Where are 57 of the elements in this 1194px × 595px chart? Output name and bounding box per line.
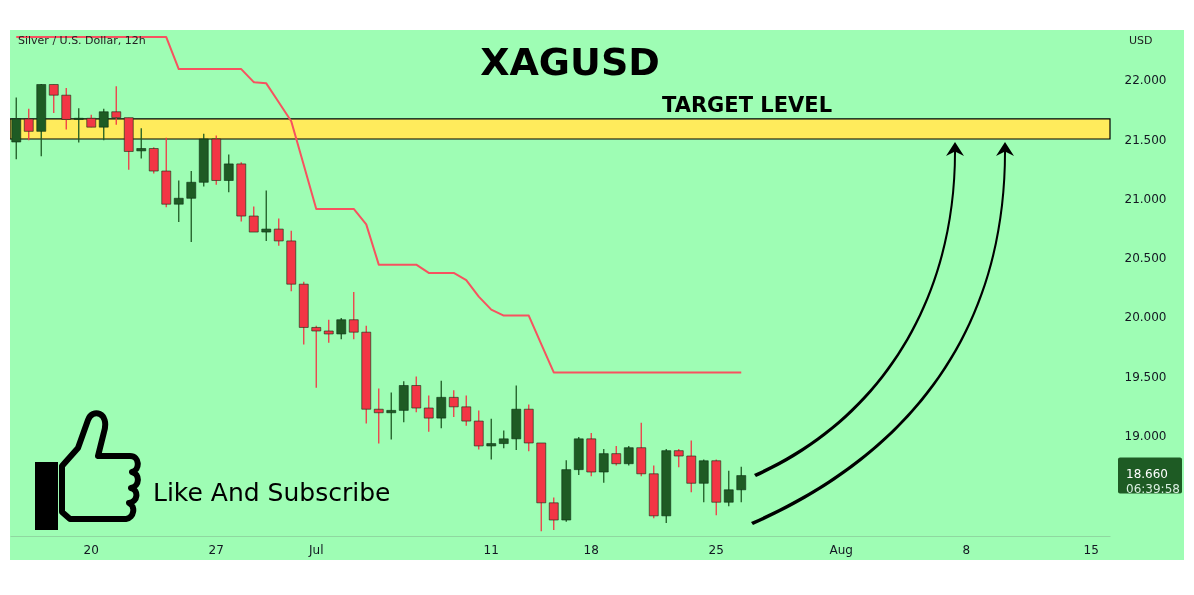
text: 18.660 bbox=[1126, 466, 1168, 481]
y-tick-label: 21.500 bbox=[1124, 132, 1167, 147]
candlestick bbox=[623, 445, 634, 467]
candlestick bbox=[698, 458, 709, 503]
x-tick-label: Jul bbox=[308, 542, 324, 557]
candlestick bbox=[486, 418, 497, 461]
x-tick-label: 18 bbox=[583, 542, 599, 557]
candlestick bbox=[598, 448, 609, 484]
candlestick bbox=[736, 466, 747, 503]
y-tick-label: 20.000 bbox=[1124, 310, 1167, 325]
candlestick bbox=[223, 153, 234, 193]
candlestick bbox=[273, 217, 284, 247]
candlestick bbox=[111, 85, 122, 126]
candlestick bbox=[423, 394, 434, 433]
y-tick-label: 19.500 bbox=[1124, 369, 1167, 384]
candlestick bbox=[136, 127, 147, 160]
x-tick-label: 25 bbox=[708, 542, 724, 557]
x-tick-label: 15 bbox=[1083, 542, 1099, 557]
y-tick-label: 21.000 bbox=[1124, 191, 1167, 206]
candlestick bbox=[186, 170, 197, 243]
candlestick bbox=[98, 108, 109, 141]
text: 06:39:58 bbox=[1126, 481, 1180, 496]
candlestick bbox=[148, 146, 159, 175]
x-tick-label: Aug bbox=[829, 542, 853, 557]
annotation: Like And Subscribe bbox=[153, 478, 391, 507]
candlestick bbox=[548, 496, 559, 531]
candlestick bbox=[436, 380, 447, 429]
candlestick bbox=[611, 445, 622, 467]
candlestick bbox=[311, 325, 322, 389]
y-axis-title: USD bbox=[1129, 34, 1153, 47]
candlestick bbox=[461, 394, 472, 427]
y-tick-label: 19.000 bbox=[1124, 428, 1167, 443]
x-tick-label: 20 bbox=[83, 542, 99, 557]
x-tick-label: 8 bbox=[962, 542, 971, 557]
chart-title: XAGUSD bbox=[479, 40, 661, 84]
candlestick bbox=[11, 96, 22, 160]
y-tick-label: 20.500 bbox=[1124, 251, 1167, 266]
y-tick-label: 22.000 bbox=[1124, 73, 1167, 88]
candlestick bbox=[723, 470, 734, 508]
candlestick bbox=[73, 107, 84, 144]
candlestick bbox=[348, 291, 359, 340]
x-tick-label: 11 bbox=[483, 542, 499, 557]
candlestick bbox=[373, 387, 384, 445]
candlestick bbox=[336, 317, 347, 340]
candlestick bbox=[323, 319, 334, 344]
candlestick bbox=[261, 189, 272, 242]
candlestick bbox=[386, 391, 397, 441]
candlestick bbox=[23, 108, 34, 141]
candlestick bbox=[448, 389, 459, 418]
chart-subtitle: Silver / U.S. Dollar, 12h bbox=[18, 34, 146, 47]
candlestick bbox=[48, 83, 59, 114]
candlestick bbox=[411, 375, 422, 413]
band-label: TARGET LEVEL bbox=[661, 92, 833, 117]
candlestick bbox=[173, 179, 184, 223]
candlestick bbox=[673, 448, 684, 468]
x-tick-label: 27 bbox=[208, 542, 224, 557]
candlestick bbox=[248, 205, 259, 233]
